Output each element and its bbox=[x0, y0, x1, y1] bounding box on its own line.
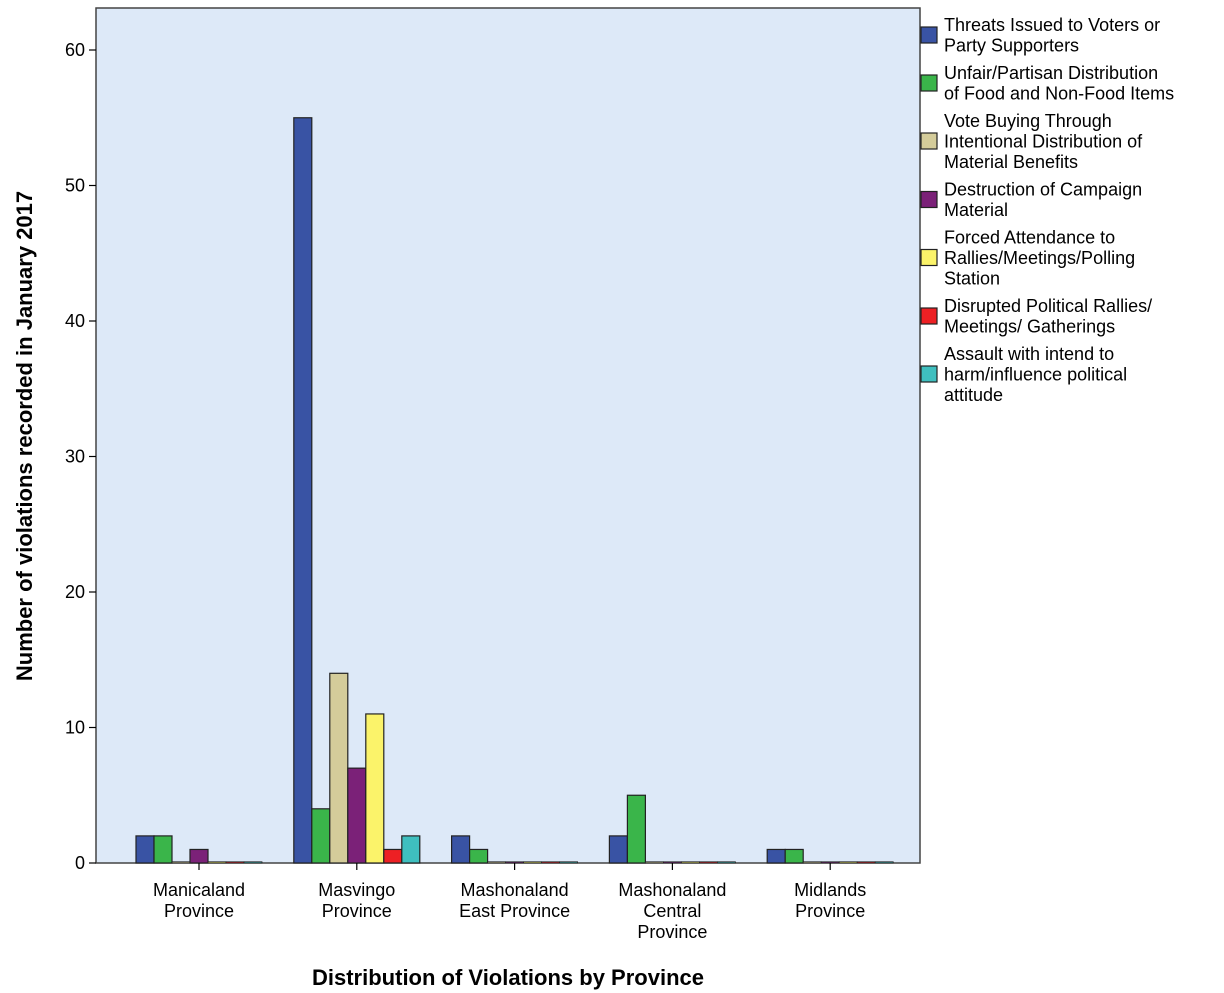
bar bbox=[699, 861, 718, 864]
bar bbox=[820, 861, 840, 864]
x-tick-label: Masvingo Province bbox=[318, 880, 395, 921]
x-tick-label: Manicaland Province bbox=[153, 880, 245, 921]
y-tick-label: 50 bbox=[65, 176, 85, 196]
bar bbox=[608, 835, 629, 864]
bar bbox=[207, 861, 227, 864]
bar bbox=[311, 808, 331, 864]
bar bbox=[523, 861, 542, 864]
legend-swatch bbox=[920, 26, 938, 44]
bar bbox=[626, 794, 647, 864]
y-axis: 0 10 20 30 40 50 60 bbox=[65, 40, 96, 873]
bar bbox=[541, 861, 560, 864]
legend-label: Unfair/Partisan Distribution of Food and … bbox=[944, 63, 1174, 104]
bar bbox=[766, 848, 786, 864]
legend-swatch bbox=[920, 365, 938, 383]
x-axis-title: Distribution of Violations by Province bbox=[312, 965, 704, 990]
bar bbox=[365, 713, 385, 864]
bar bbox=[225, 861, 245, 864]
legend-label: Forced Attendance to Rallies/Meetings/Pol… bbox=[944, 228, 1135, 289]
legend-swatch bbox=[920, 74, 938, 92]
legend-swatch bbox=[920, 248, 938, 267]
bar bbox=[469, 848, 489, 864]
plot-area bbox=[95, 7, 921, 864]
bar bbox=[838, 861, 858, 864]
y-tick-label: 10 bbox=[65, 718, 85, 738]
bar bbox=[784, 848, 804, 864]
bar bbox=[874, 861, 894, 864]
legend-label: Assault with intend to harm/influence pol… bbox=[944, 344, 1127, 405]
y-tick-label: 30 bbox=[65, 447, 85, 467]
legend-label: Threats Issued to Voters or Party Support… bbox=[944, 15, 1160, 56]
bar bbox=[681, 861, 700, 864]
x-tick-label: Midlands Province bbox=[794, 880, 866, 921]
bar bbox=[451, 835, 471, 864]
y-tick-label: 40 bbox=[65, 311, 85, 331]
x-tick-label: Mashonaland Central Province bbox=[618, 880, 726, 942]
bar bbox=[717, 861, 736, 864]
bars-group bbox=[135, 117, 894, 864]
bar bbox=[505, 861, 525, 864]
bar bbox=[293, 117, 313, 864]
bar bbox=[645, 861, 664, 864]
bar bbox=[189, 848, 209, 864]
x-tick-label: Mashonaland East Province bbox=[459, 880, 570, 921]
bar bbox=[487, 861, 507, 864]
bar bbox=[243, 861, 263, 864]
y-tick-label: 0 bbox=[75, 853, 85, 873]
bar bbox=[401, 835, 421, 864]
legend-swatch bbox=[920, 132, 938, 150]
legend-label: Vote Buying Through Intentional Distribut… bbox=[944, 111, 1143, 172]
bar bbox=[559, 861, 578, 864]
bar bbox=[802, 861, 822, 864]
legend-label: Destruction of Campaign Material bbox=[944, 180, 1142, 221]
bar bbox=[347, 767, 367, 864]
legend: Threats Issued to Voters or Party Support… bbox=[920, 15, 1174, 405]
bar bbox=[856, 861, 876, 864]
bar bbox=[171, 861, 191, 864]
y-tick-label: 20 bbox=[65, 582, 85, 602]
legend-label: Disrupted Political Rallies/Meetings/ Ga… bbox=[944, 296, 1152, 337]
y-axis-title: Number of violations recorded in January… bbox=[12, 191, 37, 681]
y-tick-label: 60 bbox=[65, 40, 85, 60]
bar bbox=[153, 835, 173, 864]
legend-swatch bbox=[920, 307, 938, 325]
bar bbox=[329, 672, 349, 864]
x-axis: Manicaland Province Masvingo Province Mashon… bbox=[153, 863, 866, 942]
bar bbox=[383, 848, 403, 864]
bar bbox=[135, 835, 155, 864]
bar bbox=[663, 861, 682, 864]
legend-swatch bbox=[920, 190, 938, 209]
